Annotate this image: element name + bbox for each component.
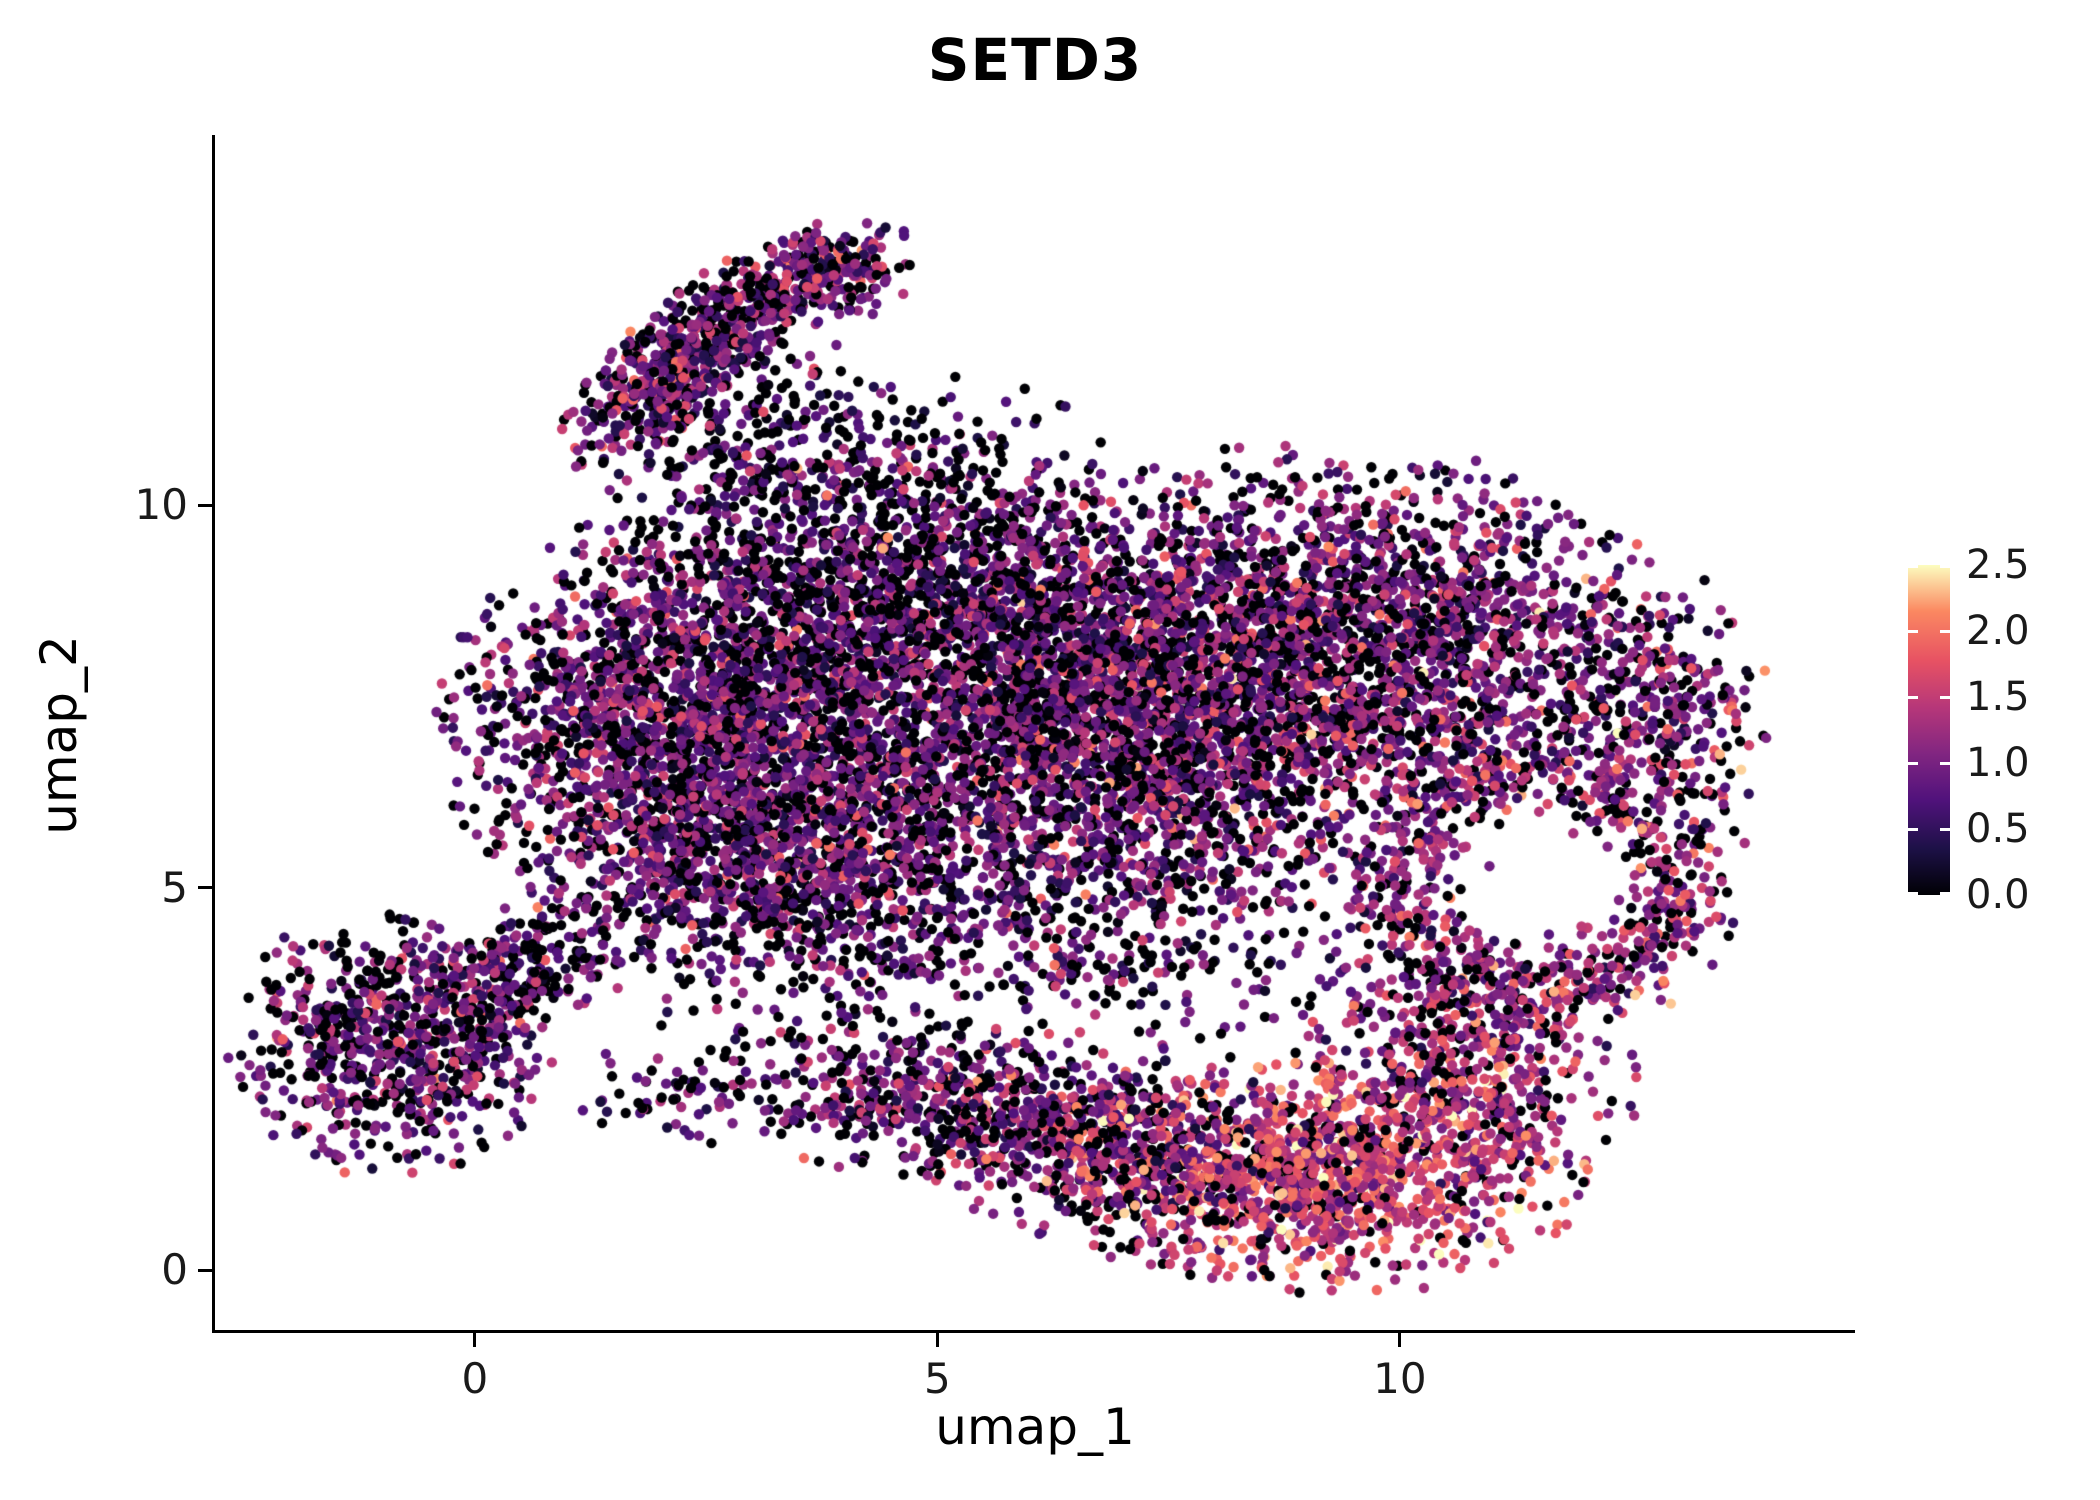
colorbar-tick-label: 0.5: [1966, 806, 2030, 852]
x-tick-mark: [473, 1333, 477, 1347]
colorbar-tick: [1940, 695, 1950, 699]
colorbar-tick-label: 2.0: [1966, 608, 2030, 654]
colorbar-tick-label: 0.0: [1966, 872, 2030, 918]
colorbar-tick-label: 2.5: [1966, 542, 2030, 588]
colorbar-tick: [1940, 565, 1950, 568]
x-tick-label: 10: [1373, 1354, 1427, 1403]
colorbar-tick-label: 1.0: [1966, 740, 2030, 786]
colorbar-tick: [1908, 761, 1918, 765]
y-tick-mark: [198, 1268, 212, 1272]
y-tick-label: 0: [161, 1245, 188, 1295]
y-axis-label: umap_2: [30, 635, 88, 835]
y-tick-label: 5: [161, 862, 188, 912]
x-axis-label: umap_1: [935, 1398, 1135, 1456]
x-tick-mark: [1398, 1333, 1402, 1347]
colorbar-tick-label: 1.5: [1966, 674, 2030, 720]
x-tick-mark: [935, 1333, 939, 1347]
colorbar-tick: [1908, 695, 1918, 699]
colorbar: [1908, 565, 1950, 895]
colorbar-tick: [1940, 761, 1950, 765]
colorbar-tick: [1908, 892, 1918, 895]
y-tick-mark: [198, 886, 212, 890]
x-tick-label: 5: [924, 1354, 951, 1403]
x-axis-line: [212, 1330, 1855, 1333]
colorbar-tick: [1908, 565, 1918, 568]
colorbar-tick: [1940, 629, 1950, 633]
x-tick-label: 0: [461, 1354, 489, 1403]
y-tick-mark: [198, 503, 212, 507]
y-tick-label: 10: [134, 480, 188, 530]
plot-title: SETD3: [927, 26, 1143, 94]
colorbar-tick: [1908, 629, 1918, 633]
colorbar-tick: [1940, 892, 1950, 895]
colorbar-tick: [1908, 827, 1918, 831]
scatter-canvas: [215, 135, 1855, 1330]
y-axis-line: [212, 135, 215, 1333]
colorbar-tick: [1940, 827, 1950, 831]
